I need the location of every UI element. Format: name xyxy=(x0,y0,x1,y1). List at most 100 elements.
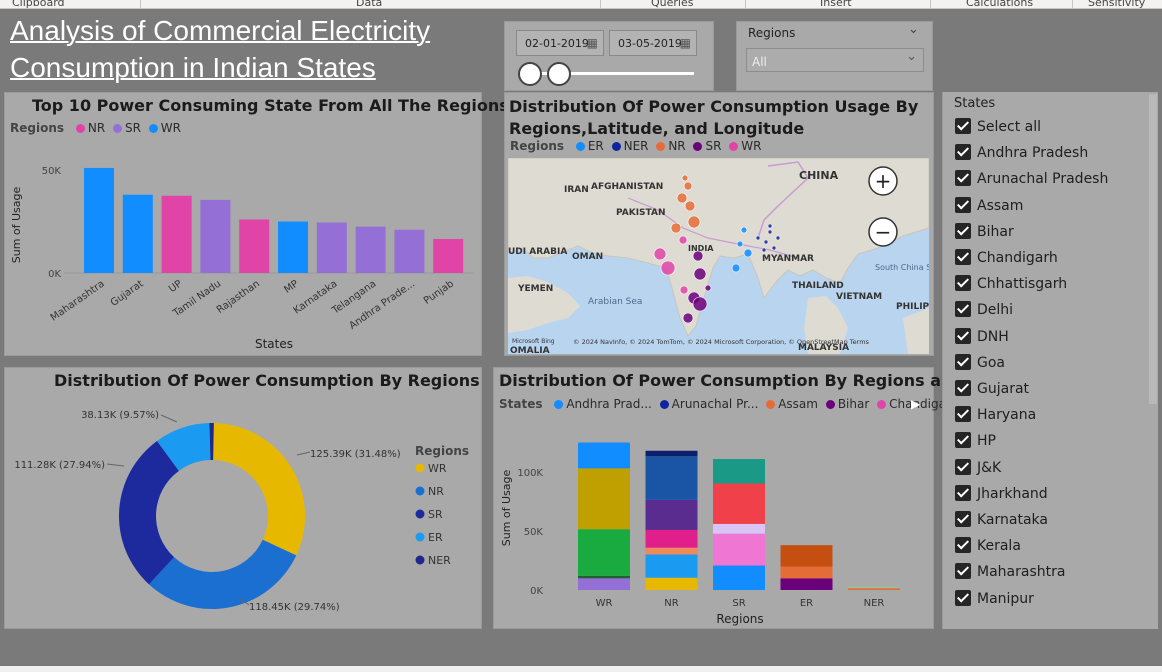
state-option-andhra-pradesh[interactable]: Andhra Pradesh xyxy=(955,144,1088,164)
checkbox-checked-icon[interactable] xyxy=(955,327,971,344)
chevron-down-icon: ⌄ xyxy=(906,49,917,64)
state-option-gujarat[interactable]: Gujarat xyxy=(955,380,1029,400)
donut-slice-sr xyxy=(119,440,179,585)
ribbon-sensitivity[interactable]: Sensitivity xyxy=(1088,0,1146,9)
legend-item-ner[interactable]: NER xyxy=(623,139,649,153)
legend-next-arrow[interactable]: ▶ xyxy=(911,397,921,411)
india-map[interactable]: CHINA IRAN AFGHANISTAN PAKISTAN INDIA MY… xyxy=(508,158,929,354)
states-scrollbar[interactable] xyxy=(1149,94,1157,404)
state-option-maharashtra[interactable]: Maharashtra xyxy=(955,563,1065,583)
map-title-line-2: Regions,Latitude, and Longitude xyxy=(509,119,805,138)
checkbox-checked-icon[interactable] xyxy=(955,144,971,161)
checkbox-checked-icon[interactable] xyxy=(955,353,971,370)
legend-item-andhra[interactable]: Andhra Prad... xyxy=(566,397,652,411)
state-option-j-k[interactable]: J&K xyxy=(955,458,1001,479)
legend-item-chandigarh[interactable]: Chandigarh xyxy=(889,397,959,411)
plus-icon: + xyxy=(875,169,892,193)
checkbox-checked-icon[interactable] xyxy=(955,275,971,292)
end-date-input[interactable]: 03-05-2019 ▦ xyxy=(609,30,697,56)
legend-item-nr[interactable]: NR xyxy=(668,139,686,153)
legend-item-arunachal[interactable]: Arunachal Pr... xyxy=(671,397,759,411)
checkbox-checked-icon[interactable] xyxy=(955,222,971,239)
state-option-select-all[interactable]: Select all xyxy=(955,118,1041,138)
state-option-manipur[interactable]: Manipur xyxy=(955,589,1034,610)
checkbox-checked-icon[interactable] xyxy=(955,458,971,475)
map-label-oman: OMAN xyxy=(572,252,603,262)
legend-item-wr[interactable]: WR xyxy=(160,121,181,135)
bar-karnataka xyxy=(316,222,347,273)
legend-item-nr[interactable]: NR xyxy=(87,121,106,135)
regions-dropdown-value: All xyxy=(752,55,767,69)
donut-chart-title: Distribution Of Power Consumption By Reg… xyxy=(54,371,480,390)
stacked-y-axis-label: Sum of Usage xyxy=(500,470,513,547)
legend-item-wr[interactable]: WR xyxy=(741,139,762,153)
zoom-in-button[interactable]: + xyxy=(868,166,898,196)
report-title: Analysis of Commercial Electricity Consu… xyxy=(10,12,430,86)
legend-item-sr[interactable]: SR xyxy=(705,139,722,153)
start-date-input[interactable]: 02-01-2019 ▦ xyxy=(516,30,604,56)
x-tick-label: ER xyxy=(800,598,813,609)
checkbox-checked-icon[interactable] xyxy=(955,380,971,396)
checkbox-checked-icon[interactable] xyxy=(955,484,971,501)
checkbox-checked-icon[interactable] xyxy=(955,537,971,554)
state-option-chhattisgarh[interactable]: Chhattisgarh xyxy=(955,275,1067,295)
legend-item-assam[interactable]: Assam xyxy=(778,397,818,411)
checkbox-checked-icon[interactable] xyxy=(955,249,971,265)
chevron-down-icon[interactable]: ⌄ xyxy=(908,22,919,37)
state-option-haryana[interactable]: Haryana xyxy=(955,406,1036,426)
ribbon-queries[interactable]: Queries xyxy=(651,0,694,9)
legend-item-sr[interactable]: SR xyxy=(125,121,141,135)
state-option-karnataka[interactable]: Karnataka xyxy=(955,511,1048,531)
checkbox-checked-icon[interactable] xyxy=(955,170,971,187)
donut-data-label: 38.13K (9.57%) xyxy=(81,410,159,421)
ribbon-data[interactable]: Data xyxy=(356,0,383,9)
ribbon-clipboard[interactable]: Clipboard xyxy=(12,0,65,9)
regions-dropdown[interactable]: All ⌄ xyxy=(746,48,924,72)
checkbox-checked-icon[interactable] xyxy=(955,589,971,606)
state-option-delhi[interactable]: Delhi xyxy=(955,301,1013,321)
state-option-chandigarh[interactable]: Chandigarh xyxy=(955,249,1058,269)
checkbox-checked-icon[interactable] xyxy=(955,196,971,213)
date-slider-track[interactable] xyxy=(530,72,694,75)
state-option-jharkhand[interactable]: Jharkhand xyxy=(955,484,1048,505)
state-option-label: Kerala xyxy=(977,538,1021,555)
ribbon-calculations[interactable]: Calculations xyxy=(966,0,1034,9)
checkbox-checked-icon[interactable] xyxy=(955,118,971,134)
bar-mp xyxy=(278,221,308,273)
map-label-arabian-sea: Arabian Sea xyxy=(588,297,642,307)
stack-segment-nr xyxy=(645,499,698,530)
map-point xyxy=(676,192,688,204)
date-slider-end-handle[interactable] xyxy=(547,62,571,86)
ribbon-insert[interactable]: Insert xyxy=(820,0,852,9)
checkbox-checked-icon[interactable] xyxy=(955,301,971,318)
state-option-dnh[interactable]: DNH xyxy=(955,327,1009,348)
legend-item-er[interactable]: ER xyxy=(587,139,604,153)
checkbox-checked-icon[interactable] xyxy=(955,406,971,423)
calendar-icon[interactable]: ▦ xyxy=(679,36,691,50)
state-option-hp[interactable]: HP xyxy=(955,432,996,452)
map-point xyxy=(736,240,744,248)
donut-legend-item-wr: WR xyxy=(428,462,447,475)
state-option-label: Chhattisgarh xyxy=(977,276,1068,293)
state-option-goa[interactable]: Goa xyxy=(955,353,1005,374)
map-point xyxy=(743,248,753,258)
state-option-assam[interactable]: Assam xyxy=(955,196,1023,217)
zoom-out-button[interactable]: − xyxy=(868,217,898,247)
calendar-icon[interactable]: ▦ xyxy=(586,36,598,50)
date-slider-start-handle[interactable] xyxy=(518,62,542,86)
checkbox-checked-icon[interactable] xyxy=(955,511,971,527)
checkbox-checked-icon[interactable] xyxy=(955,432,971,449)
map-point xyxy=(687,215,701,229)
donut-legend-dot xyxy=(415,463,425,473)
state-option-arunachal-pradesh[interactable]: Arunachal Pradesh xyxy=(955,170,1108,190)
bar-maharashtra xyxy=(84,167,114,273)
top10-y-axis-label: Sum of Usage xyxy=(10,187,23,264)
state-option-kerala[interactable]: Kerala xyxy=(955,537,1021,557)
top10-chart-panel xyxy=(4,92,482,356)
map-point xyxy=(660,260,676,276)
legend-item-bihar[interactable]: Bihar xyxy=(837,397,870,411)
checkbox-checked-icon[interactable] xyxy=(955,563,971,580)
map-point xyxy=(692,296,708,312)
state-option-bihar[interactable]: Bihar xyxy=(955,222,1014,243)
map-data-points[interactable] xyxy=(653,174,781,324)
